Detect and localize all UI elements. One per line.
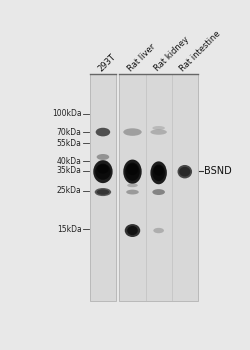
Ellipse shape xyxy=(95,188,111,196)
Ellipse shape xyxy=(178,165,192,178)
Ellipse shape xyxy=(154,166,164,176)
Ellipse shape xyxy=(152,126,165,130)
Text: 40kDa: 40kDa xyxy=(57,157,82,166)
Ellipse shape xyxy=(127,183,138,187)
Ellipse shape xyxy=(152,189,165,195)
Ellipse shape xyxy=(123,160,142,184)
Ellipse shape xyxy=(150,130,167,135)
Ellipse shape xyxy=(125,162,140,181)
Ellipse shape xyxy=(127,164,138,175)
Text: 100kDa: 100kDa xyxy=(52,110,82,118)
Text: Rat liver: Rat liver xyxy=(126,42,158,73)
Ellipse shape xyxy=(93,160,112,183)
Text: 55kDa: 55kDa xyxy=(57,139,82,148)
Ellipse shape xyxy=(98,160,108,164)
Ellipse shape xyxy=(153,228,164,233)
FancyBboxPatch shape xyxy=(90,74,116,301)
Text: 15kDa: 15kDa xyxy=(57,225,82,234)
Ellipse shape xyxy=(127,226,138,235)
FancyBboxPatch shape xyxy=(120,74,198,301)
Text: BSND: BSND xyxy=(204,166,232,176)
Ellipse shape xyxy=(125,224,140,237)
Ellipse shape xyxy=(126,190,139,195)
Text: 293T: 293T xyxy=(96,52,118,73)
Ellipse shape xyxy=(95,163,111,180)
Text: 35kDa: 35kDa xyxy=(57,166,82,175)
Ellipse shape xyxy=(150,161,167,184)
Ellipse shape xyxy=(152,164,165,181)
Ellipse shape xyxy=(97,164,109,174)
Text: Rat intestine: Rat intestine xyxy=(178,29,223,73)
Ellipse shape xyxy=(96,128,110,136)
Ellipse shape xyxy=(97,154,109,160)
Ellipse shape xyxy=(123,128,142,136)
Text: 70kDa: 70kDa xyxy=(57,127,82,136)
Ellipse shape xyxy=(97,189,109,195)
Text: Rat kidney: Rat kidney xyxy=(152,35,190,73)
Text: 25kDa: 25kDa xyxy=(57,187,82,195)
Ellipse shape xyxy=(179,167,190,176)
